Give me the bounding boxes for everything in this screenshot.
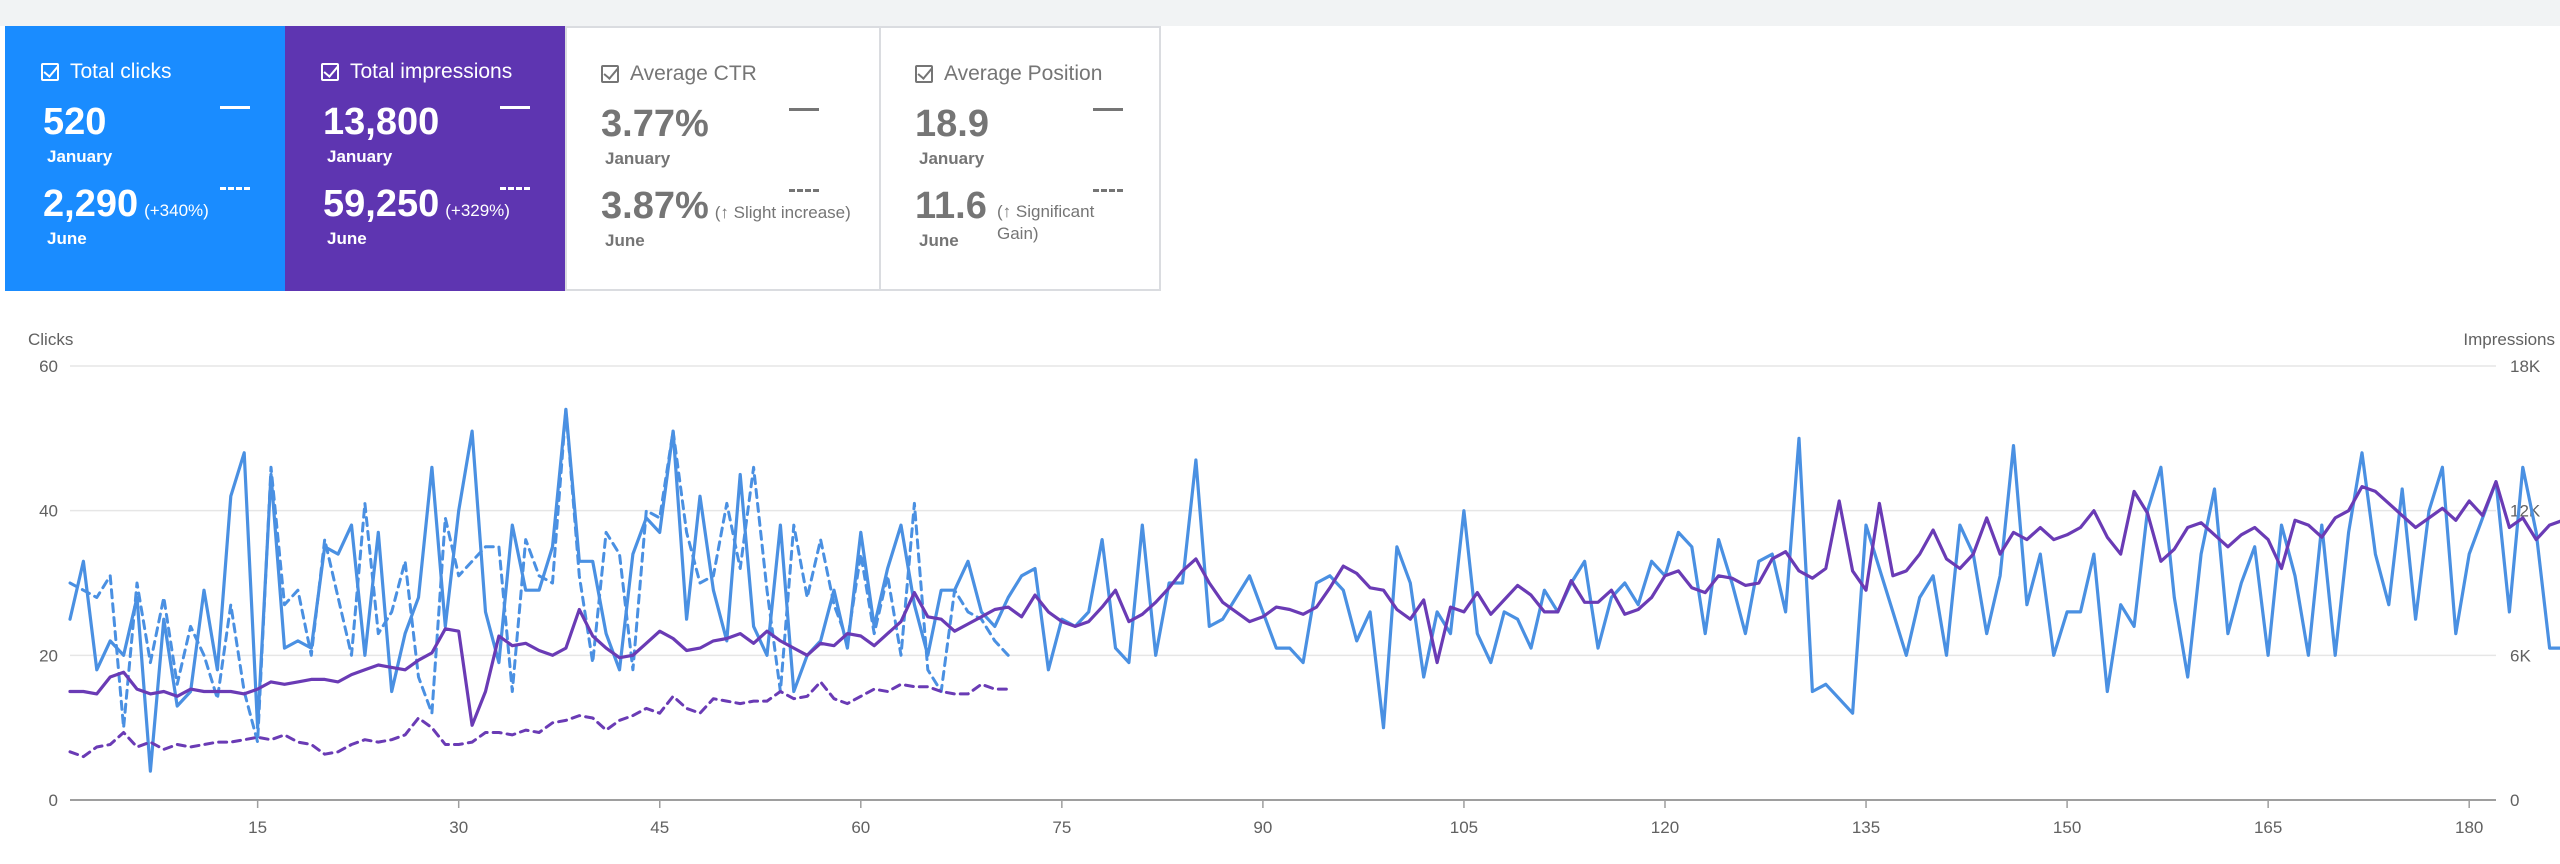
card-average-ctr[interactable]: Average CTR 3.77% January 3.87% (↑ Slight… <box>565 26 881 291</box>
value-january: 13,800 <box>323 101 440 143</box>
checkbox-icon[interactable] <box>41 63 59 81</box>
value-june: 3.87% (↑ Slight increase) <box>601 185 851 227</box>
metric-cards: Total clicks 520 January 2,290 (+340%) Ju… <box>5 26 1161 291</box>
card-title: Average CTR <box>630 62 757 85</box>
x-tick-label: 75 <box>1052 818 1071 837</box>
dashed-legend-icon <box>789 189 819 192</box>
solid-legend-icon <box>789 108 819 111</box>
x-tick-label: 30 <box>449 818 468 837</box>
performance-chart: 0 0 20 6K 40 12K 60 18K Clicks Impressions 15 30 45 6… <box>28 330 2560 837</box>
clicks-line <box>68 407 2560 773</box>
dashed-legend-icon <box>500 187 530 190</box>
right-tick-label: 18K <box>2510 357 2541 376</box>
label-january: January <box>605 149 671 168</box>
left-tick-label: 40 <box>39 502 58 521</box>
change-percent: (+329%) <box>445 201 510 220</box>
right-tick-label: 12K <box>2510 502 2541 521</box>
value-january: 18.9 <box>915 103 989 145</box>
card-title: Total impressions <box>350 60 513 83</box>
card-title: Average Position <box>944 62 1103 85</box>
change-note: (↑ Slight increase) <box>714 203 851 222</box>
label-january: January <box>919 149 985 168</box>
right-tick-label: 0 <box>2510 791 2519 810</box>
top-bar <box>0 0 2560 26</box>
x-tick-label: 180 <box>2455 818 2483 837</box>
label-january: January <box>47 147 113 166</box>
checkbox-icon[interactable] <box>915 65 933 83</box>
solid-legend-icon <box>220 106 250 109</box>
dashed-legend-icon <box>1093 189 1123 192</box>
x-tick-label: 45 <box>650 818 669 837</box>
value-june: 11.6 <box>915 185 987 227</box>
change-percent: (+340%) <box>144 201 209 220</box>
change-note: (↑ Significant Gain) <box>997 202 1095 243</box>
solid-legend-icon <box>1093 108 1123 111</box>
impressions-prior-line <box>68 680 1010 759</box>
card-total-impressions[interactable]: Total impressions 13,800 January 59,250(… <box>285 26 565 291</box>
checkbox-icon[interactable] <box>601 65 619 83</box>
dashed-legend-icon <box>220 187 250 190</box>
left-tick-label: 60 <box>39 357 58 376</box>
clicks-prior-line <box>68 407 1010 744</box>
x-tick-label: 105 <box>1450 818 1478 837</box>
value-january: 520 <box>43 101 107 143</box>
label-january: January <box>327 147 393 166</box>
value-january: 3.77% <box>601 103 709 145</box>
label-june: June <box>327 229 367 248</box>
solid-legend-icon <box>500 106 530 109</box>
label-june: June <box>919 231 959 250</box>
x-tick-label: 165 <box>2254 818 2282 837</box>
card-title: Total clicks <box>70 60 172 83</box>
value-june: 59,250 (+329%) <box>323 183 510 225</box>
x-tick-label: 90 <box>1253 818 1272 837</box>
label-june: June <box>605 231 645 250</box>
left-tick-label: 0 <box>49 791 58 810</box>
checkbox-icon[interactable] <box>321 63 339 81</box>
card-average-position[interactable]: Average Position 18.9 January 11.6 (↑ Si… <box>881 26 1161 291</box>
x-tick-label: 120 <box>1651 818 1679 837</box>
left-tick-label: 20 <box>39 646 58 665</box>
card-total-clicks[interactable]: Total clicks 520 January 2,290 (+340%) Ju… <box>5 26 285 291</box>
x-tick-label: 15 <box>248 818 267 837</box>
label-june: June <box>47 229 87 248</box>
x-tick-label: 135 <box>1852 818 1880 837</box>
impressions-line <box>68 480 2560 727</box>
value-june: 2,290 (+340%) <box>43 183 209 225</box>
x-tick-label: 150 <box>2053 818 2081 837</box>
left-axis-label: Clicks <box>28 330 73 349</box>
right-tick-label: 6K <box>2510 646 2531 665</box>
x-tick-label: 60 <box>851 818 870 837</box>
right-axis-label: Impressions <box>2463 330 2555 349</box>
